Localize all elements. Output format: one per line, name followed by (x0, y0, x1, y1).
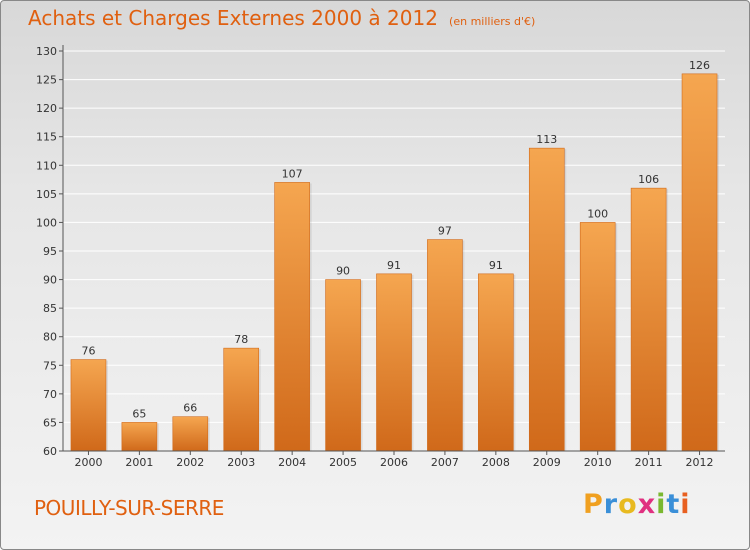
labels: 60 65 70 75 80 85 90 95 100 105 110 115 120 125 130 76 2… (36, 45, 714, 469)
bar-value-label: 100 (587, 207, 608, 220)
bar-value-label: 76 (81, 345, 95, 358)
commune-name: POUILLY-SUR-SERRE (34, 496, 224, 520)
y-tick-label: 85 (43, 302, 57, 315)
y-tick-label: 105 (36, 188, 57, 201)
y-tick-label: 80 (43, 331, 57, 344)
chart-title: Achats et Charges Externes 2000 à 2012 (28, 6, 438, 30)
bar (376, 273, 412, 452)
y-tick-label: 90 (43, 274, 57, 287)
bar (121, 422, 158, 452)
bar-value-label: 66 (183, 402, 197, 415)
bar (274, 182, 310, 452)
y-tick-label: 100 (36, 216, 57, 229)
bar (630, 187, 667, 452)
x-tick-label: 2003 (227, 456, 255, 469)
bar-value-label: 90 (336, 265, 350, 278)
x-tick-label: 2004 (278, 456, 306, 469)
bar-value-label: 107 (282, 167, 303, 180)
bar (681, 73, 718, 452)
x-tick-label: 2011 (635, 456, 663, 469)
logo-letter: x (637, 489, 657, 520)
bar-value-label: 78 (234, 333, 248, 346)
bar (478, 273, 514, 452)
x-tick-label: 2008 (482, 456, 510, 469)
x-tick-label: 2001 (125, 456, 153, 469)
bar (223, 347, 260, 452)
bar-value-label: 91 (489, 259, 503, 272)
proxiti-logo: Proxiti (583, 489, 691, 520)
logo-letter: i (680, 489, 691, 520)
bar-value-label: 126 (689, 59, 710, 72)
title-block: Achats et Charges Externes 2000 à 2012 (… (28, 6, 535, 30)
bar-value-label: 65 (132, 407, 146, 420)
y-tick-label: 75 (43, 359, 57, 372)
x-tick-label: 2007 (431, 456, 459, 469)
axes (59, 45, 725, 455)
logo-letter: o (618, 489, 638, 520)
y-tick-label: 110 (36, 159, 57, 172)
bar-value-label: 113 (536, 133, 557, 146)
y-tick-label: 70 (43, 388, 57, 401)
chart-subtitle: (en milliers d'€) (449, 15, 536, 28)
bars (70, 73, 720, 452)
bar-value-label: 106 (638, 173, 659, 186)
x-tick-label: 2002 (176, 456, 204, 469)
x-tick-label: 2005 (329, 456, 357, 469)
bar (70, 359, 107, 452)
y-tick-label: 125 (36, 74, 57, 87)
logo-letter: r (603, 489, 619, 520)
y-tick-label: 115 (36, 131, 57, 144)
bar-value-label: 97 (438, 225, 452, 238)
y-tick-label: 95 (43, 245, 57, 258)
x-tick-label: 2012 (686, 456, 714, 469)
y-tick-label: 120 (36, 102, 57, 115)
bar (579, 222, 616, 452)
logo-letter: t (666, 489, 681, 520)
y-tick-label: 130 (36, 45, 57, 58)
y-tick-label: 65 (43, 416, 57, 429)
bar (528, 147, 565, 452)
x-tick-label: 2009 (533, 456, 561, 469)
bar (172, 416, 209, 452)
logo-letter: i (656, 489, 667, 520)
logo-letter: P (583, 489, 604, 520)
x-tick-label: 2006 (380, 456, 408, 469)
bar (325, 279, 361, 452)
x-tick-label: 2000 (74, 456, 102, 469)
x-tick-label: 2010 (584, 456, 612, 469)
bar-value-label: 91 (387, 259, 401, 272)
y-tick-label: 60 (43, 445, 57, 458)
bar (427, 239, 463, 452)
